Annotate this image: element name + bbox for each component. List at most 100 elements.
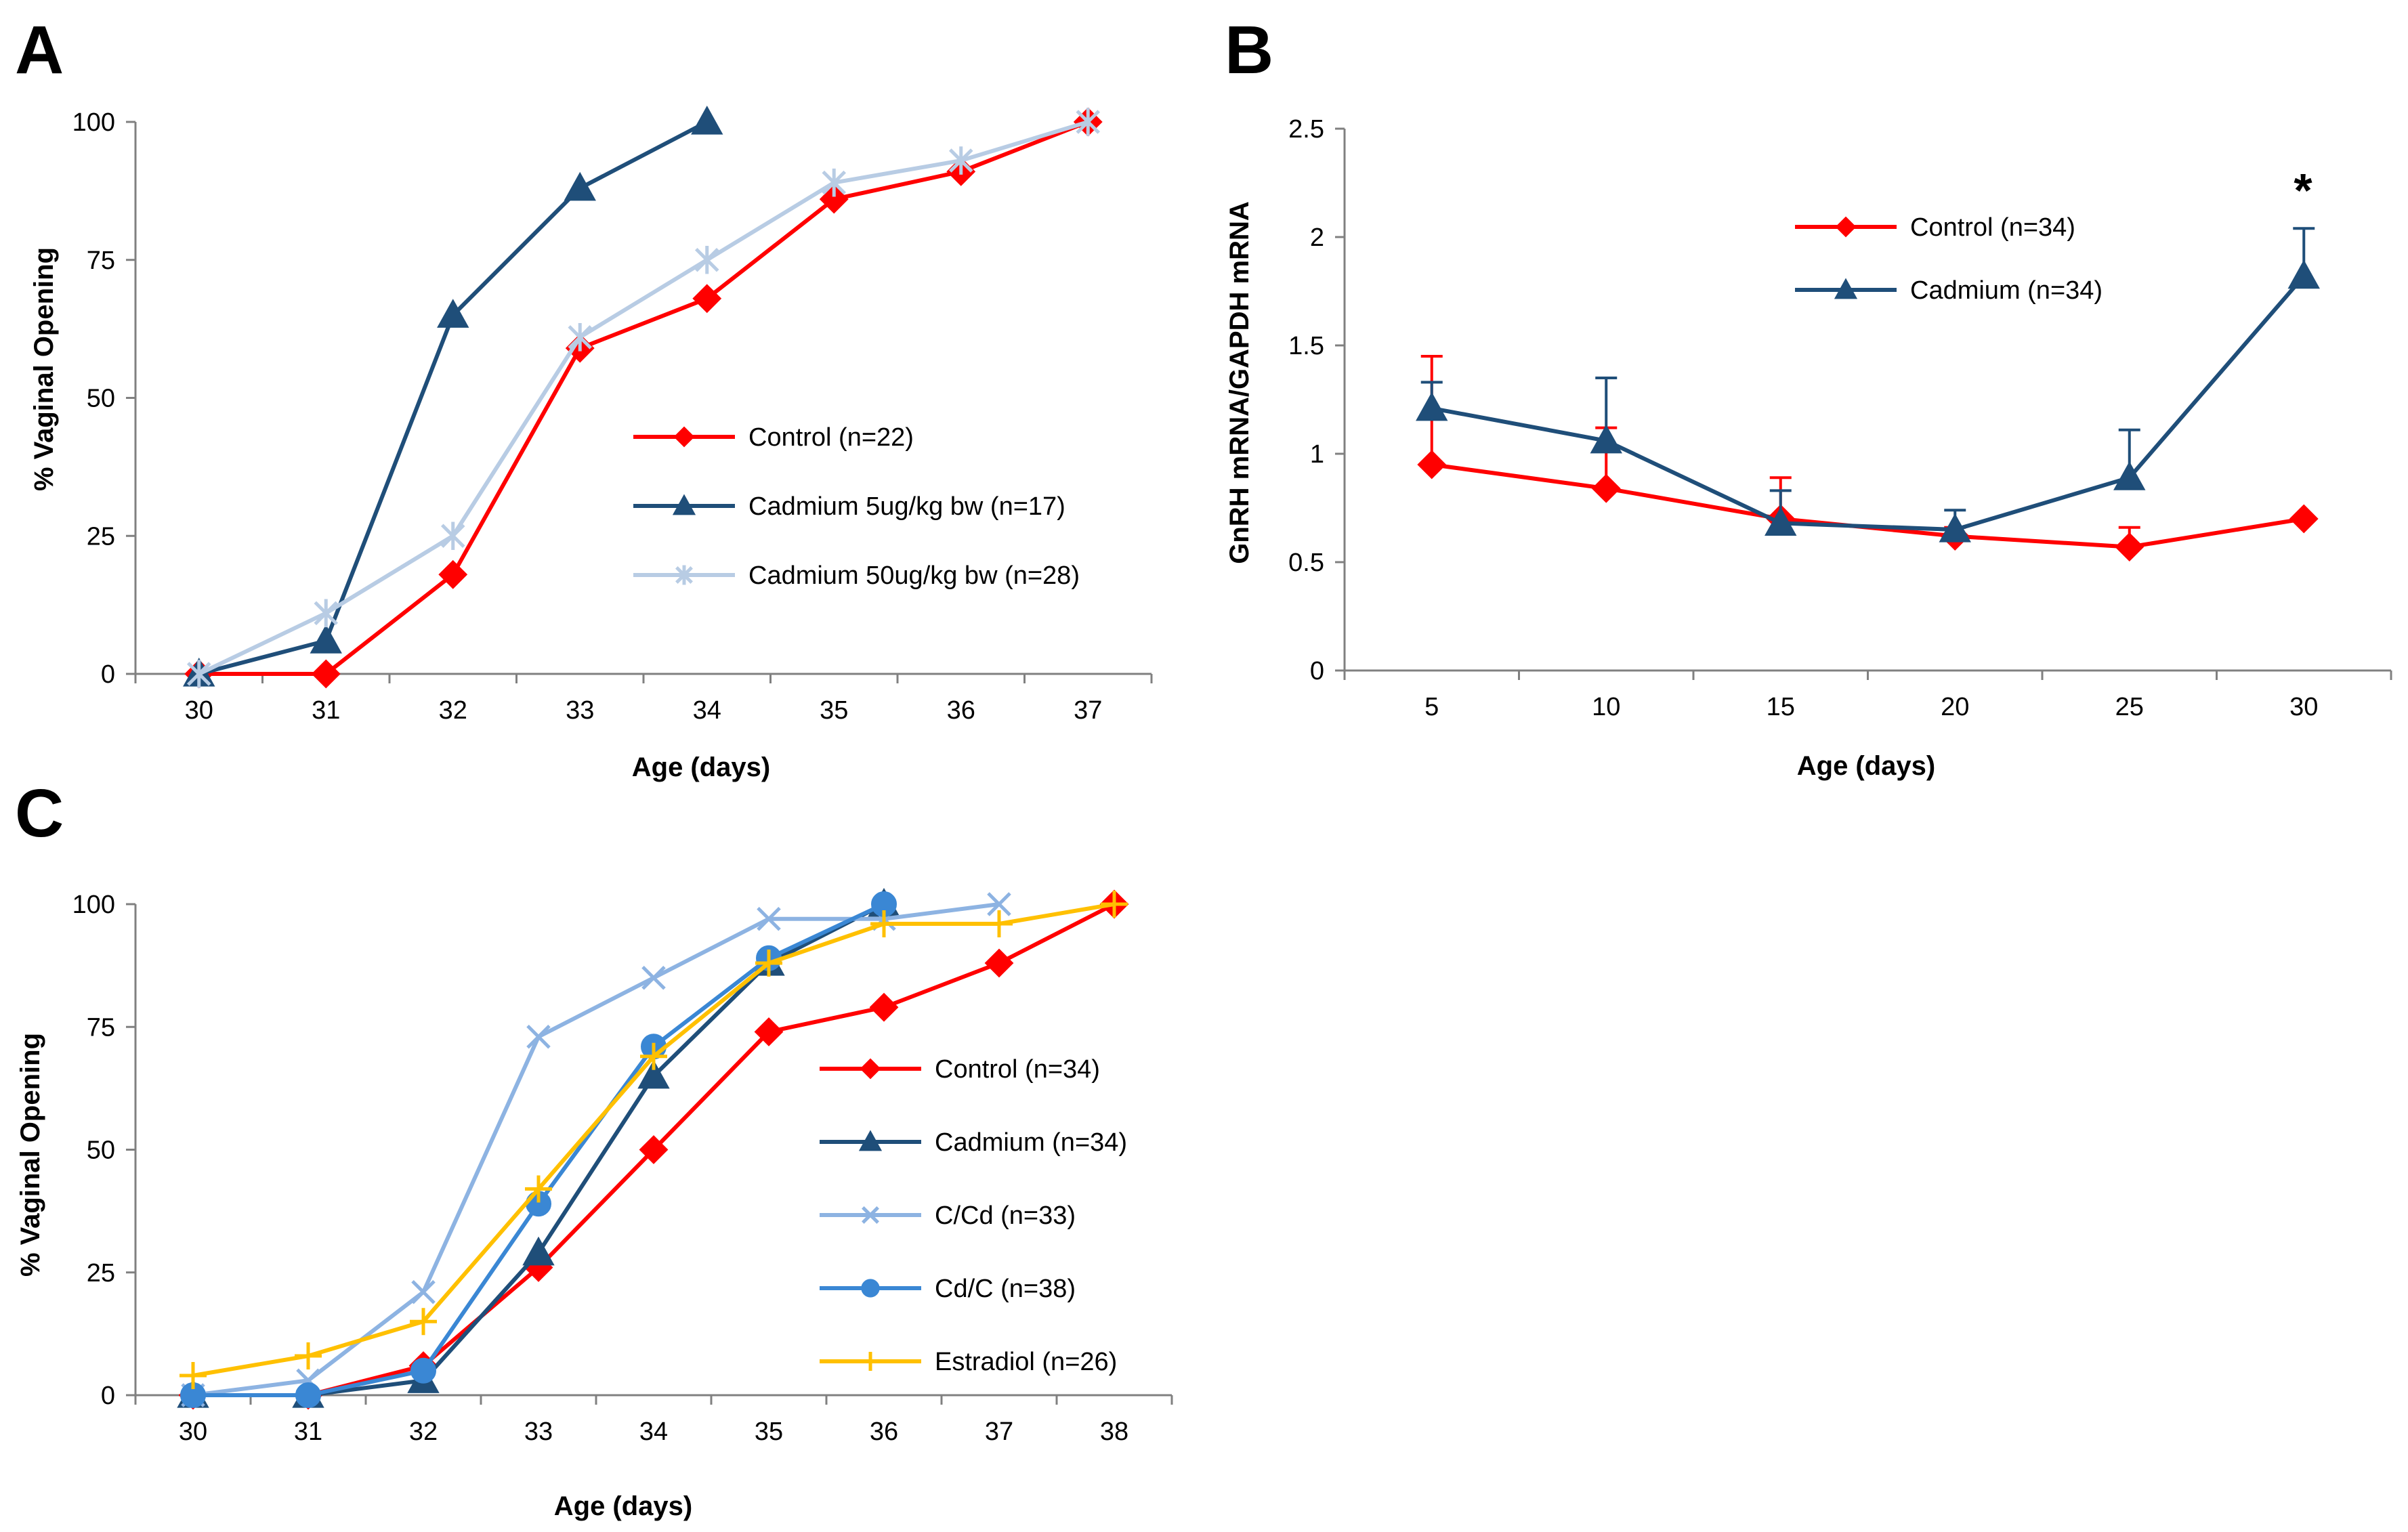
panel-b-series-line (1431, 274, 2306, 532)
panel-c-data-point (639, 1135, 669, 1164)
panel-c-y-axis-title: % Vaginal Opening (16, 1033, 45, 1277)
panel-a-series-line (198, 120, 1089, 676)
panel-a-y-tick-label: 0 (101, 660, 115, 689)
panel-c-data-point (522, 1236, 555, 1266)
panel-c-y-tick-label: 0 (101, 1382, 115, 1410)
panel-a-x-tick-label: 37 (1074, 696, 1102, 725)
panel-c-x-tick-label: 30 (179, 1418, 207, 1446)
panel-b-label: B (1225, 12, 1273, 88)
panel-b-data-point (1765, 507, 1797, 536)
panel-c-legend-entry: C/Cd (n=33) (820, 1201, 1076, 1230)
panel-c-legend-entry: Control (n=34) (820, 1055, 1100, 1084)
panel-b-data-point (1417, 450, 1447, 480)
panel-c-data-point (295, 1382, 321, 1408)
panel-b-data-point (1591, 473, 1621, 503)
panel-b-chart: B Age (days) GnRH mRNA/GAPDH mRNA * 0 0.5… (1225, 12, 2392, 781)
panel-a-x-tick-label: 32 (439, 696, 467, 725)
panel-c-legend-label: Estradiol (n=26) (935, 1348, 1117, 1376)
panel-a-legend-marker (672, 494, 696, 515)
panel-c-data-point (869, 992, 899, 1022)
panel-a-legend-marker (675, 565, 693, 585)
panel-c-data-point (637, 1059, 670, 1089)
panel-c-legend-entry: Cadmium (n=34) (820, 1128, 1127, 1157)
panel-a-data-point (438, 559, 468, 589)
panel-a-data-point (822, 168, 847, 197)
panel-a-y-tick-label: 75 (87, 247, 115, 275)
panel-c-legend-label: C/Cd (n=33) (935, 1201, 1076, 1230)
panel-b-x-tick-label: 30 (2289, 693, 2318, 721)
panel-c-data-point (987, 892, 1011, 916)
panel-a-data-point (311, 659, 341, 689)
panel-c-label: C (15, 775, 64, 851)
panel-b-legend-label: Cadmium (n=34) (1910, 276, 2103, 305)
panel-c-chart: C Age (days) % Vaginal Opening 0 25 50 75 10… (15, 775, 1173, 1521)
panel-a-legend-entry: Cadmium 5ug/kg bw (n=17) (633, 492, 1065, 521)
panel-a-series-3 (186, 108, 1101, 688)
panel-c-x-tick-label: 36 (870, 1418, 898, 1446)
panel-b-y-tick-label: 1 (1310, 440, 1324, 469)
panel-b-x-tick-label: 25 (2115, 693, 2144, 721)
panel-c-legend-marker (858, 1130, 883, 1151)
panel-b-data-point (2115, 532, 2145, 562)
panel-a-legend-label: Control (n=22) (748, 423, 914, 452)
panel-b-y-tick-label: 1.5 (1288, 332, 1324, 360)
panel-a-series-line (198, 120, 1089, 676)
panel-a-x-tick-label: 34 (693, 696, 721, 725)
panel-c-data-point (1101, 891, 1128, 918)
panel-a-data-point (819, 184, 849, 214)
panel-a-data-point (186, 660, 211, 688)
panel-b-legend-entry: Cadmium (n=34) (1795, 276, 2103, 305)
panel-b-data-point (1590, 424, 1622, 454)
panel-a-legend-entry: Control (n=22) (633, 423, 914, 452)
panel-c-legend-marker (861, 1352, 880, 1371)
panel-a-data-point (437, 299, 469, 328)
panel-a-y-axis-title: % Vaginal Opening (29, 247, 59, 491)
panel-b-data-point (2113, 461, 2146, 490)
panel-a-legend-marker (673, 426, 695, 448)
panel-c-y-tick-label: 75 (87, 1013, 115, 1042)
panel-c-data-point (525, 1175, 552, 1203)
panel-a-x-tick-label: 31 (312, 696, 340, 725)
panel-a-label: A (15, 12, 64, 88)
panel-a-x-tick-label: 30 (185, 696, 213, 725)
panel-a-x-tick-label: 33 (566, 696, 594, 725)
panel-b-data-point (2289, 504, 2319, 534)
panel-c-y-tick-label: 50 (87, 1136, 115, 1165)
panel-c-legend-label: Cd/C (n=38) (935, 1275, 1076, 1303)
panel-a-y-tick-label: 25 (87, 522, 115, 551)
panel-c-legend-entry: Estradiol (n=26) (820, 1348, 1117, 1376)
panel-a-chart: A Age (days) % Vaginal Opening 0 25 50 75 10… (15, 12, 1153, 782)
panel-c-data-point (295, 1342, 322, 1369)
panel-c-x-tick-label: 38 (1100, 1418, 1128, 1446)
panel-b-legend-entry: Control (n=34) (1795, 213, 2075, 242)
panel-b-data-point (1939, 513, 1971, 542)
panel-c-y-tick-label: 100 (72, 891, 115, 919)
panel-c-legend-label: Control (n=34) (935, 1055, 1100, 1084)
panel-c-data-point (984, 948, 1014, 978)
panel-c-legend-label: Cadmium (n=34) (935, 1128, 1127, 1157)
panel-b-x-axis-title: Age (days) (1797, 751, 1936, 781)
panel-c-legend-marker (862, 1206, 879, 1224)
panel-a-x-tick-label: 35 (820, 696, 848, 725)
panel-b-legend-marker (1834, 278, 1858, 299)
panel-c-data-point (870, 910, 897, 937)
panel-c-x-axis-title: Age (days) (554, 1491, 693, 1521)
panel-c-data-point (641, 965, 666, 990)
panel-b-y-tick-label: 0.5 (1288, 549, 1324, 577)
panel-c-legend-marker (860, 1058, 881, 1080)
panel-a-data-point (568, 323, 593, 352)
panel-a-legend-label: Cadmium 50ug/kg bw (n=28) (748, 561, 1080, 590)
panel-a-data-point (694, 245, 719, 274)
panel-a-data-point (948, 146, 973, 175)
panel-c-x-tick-label: 37 (985, 1418, 1013, 1446)
panel-b-x-tick-label: 15 (1767, 693, 1795, 721)
panel-a-x-tick-label: 36 (947, 696, 975, 725)
panel-c-data-point (410, 1357, 436, 1384)
panel-c-x-tick-label: 35 (755, 1418, 783, 1446)
panel-b-y-tick-label: 0 (1310, 657, 1324, 685)
panel-c-data-point (179, 1362, 207, 1389)
panel-c-data-point (526, 1024, 551, 1049)
panel-b-x-tick-label: 10 (1592, 693, 1620, 721)
